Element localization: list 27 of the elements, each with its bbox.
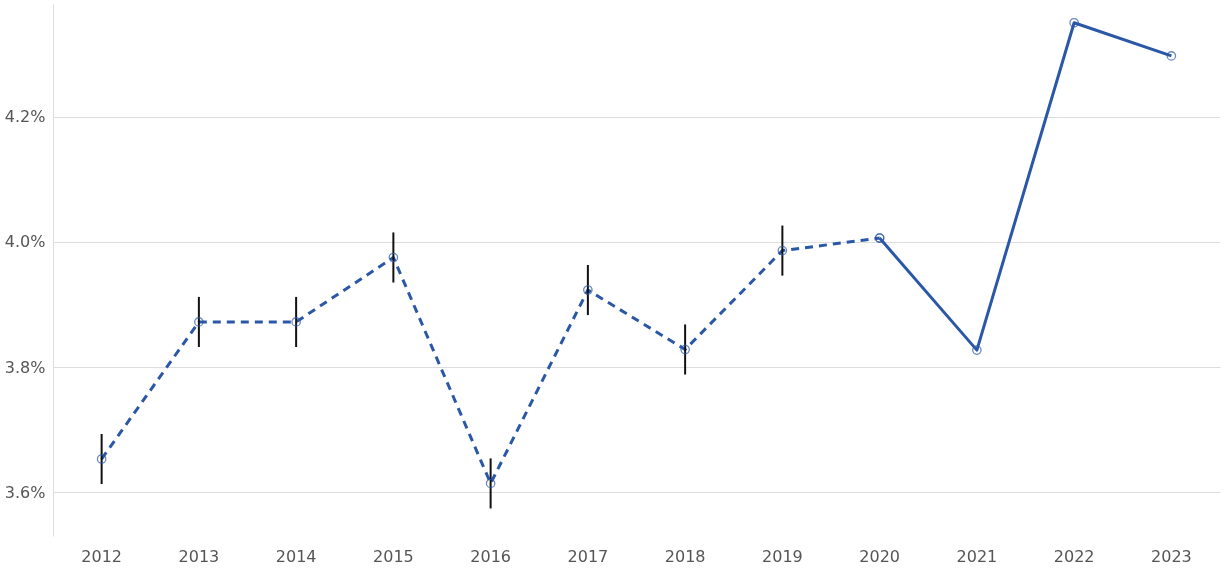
x-tick-label: 2018 <box>664 546 706 566</box>
point <box>1069 17 1079 28</box>
x-tick-label: 2014 <box>275 546 317 566</box>
point <box>485 478 496 489</box>
x-tick-label: 2022 <box>1053 546 1095 566</box>
x-tick-label: 2023 <box>1151 546 1192 566</box>
x-tick-label: 2016 <box>470 546 511 566</box>
x-tick-label: 2019 <box>762 546 803 566</box>
x-tick-label: 2021 <box>956 546 998 566</box>
x-tick-label: 2013 <box>178 546 220 566</box>
x-tick-label: 2017 <box>567 546 609 566</box>
point <box>583 285 593 295</box>
x-tick-label: 2012 <box>81 546 122 566</box>
y-tick-label: 3.6% <box>4 482 46 502</box>
point <box>777 245 788 256</box>
y-tick-label: 4.0% <box>4 232 46 252</box>
point <box>1166 51 1177 61</box>
point <box>291 317 301 327</box>
x-tick-label: 2020 <box>859 546 900 566</box>
point <box>96 454 107 464</box>
x-tick-label: 2015 <box>373 546 414 566</box>
y-tick-label: 3.8% <box>4 357 46 377</box>
point <box>194 317 204 327</box>
point <box>972 345 982 355</box>
y-tick-label: 4.2% <box>4 107 46 127</box>
point <box>388 252 399 263</box>
point <box>680 344 690 355</box>
